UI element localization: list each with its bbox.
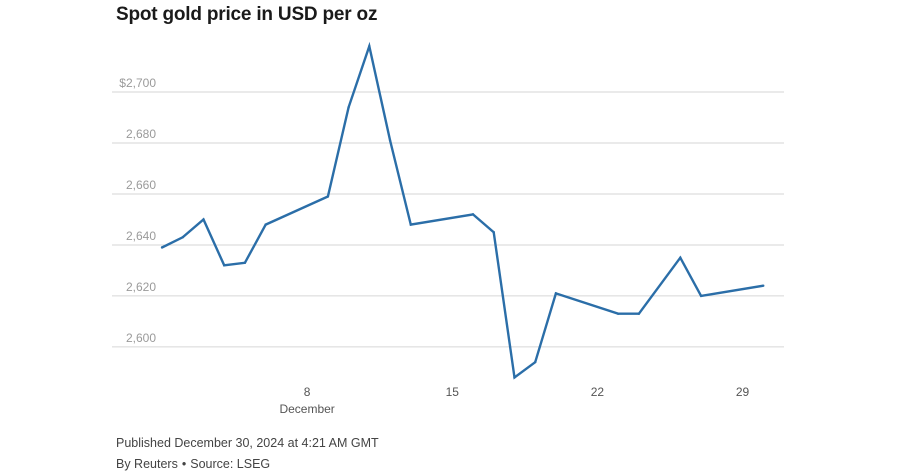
data-point bbox=[181, 236, 184, 239]
x-tick-label: 22 bbox=[591, 385, 605, 399]
byline: By Reuters • Source: LSEG bbox=[116, 457, 270, 471]
data-point bbox=[347, 106, 350, 109]
y-tick-label: 2,640 bbox=[126, 229, 156, 243]
data-point bbox=[264, 223, 267, 226]
y-tick-label: 2,680 bbox=[126, 127, 156, 141]
data-point bbox=[679, 256, 682, 259]
x-axis-ticks: 8 15 22 29 December bbox=[279, 385, 749, 416]
data-point bbox=[243, 261, 247, 264]
gridlines bbox=[112, 91, 784, 348]
data-point bbox=[534, 360, 537, 364]
data-point bbox=[368, 44, 371, 48]
data-point bbox=[471, 213, 475, 216]
x-axis-month-label: December bbox=[279, 402, 334, 416]
y-tick-label: 2,600 bbox=[126, 331, 156, 345]
byline-author: By Reuters bbox=[116, 457, 178, 471]
y-axis-ticks: 2,600 2,620 2,640 2,660 2,680 $2,700 bbox=[119, 76, 156, 345]
series-layer bbox=[160, 41, 765, 380]
y-tick-label: 2,620 bbox=[126, 280, 156, 294]
data-point bbox=[326, 195, 330, 198]
data-point bbox=[492, 231, 495, 234]
x-tick-label: 15 bbox=[446, 385, 460, 399]
byline-source: Source: LSEG bbox=[190, 457, 271, 471]
x-tick-label: 8 bbox=[304, 385, 311, 399]
data-point bbox=[202, 218, 205, 221]
data-point bbox=[637, 312, 641, 315]
data-point bbox=[513, 376, 516, 379]
data-point bbox=[616, 312, 620, 315]
chart-title: Spot gold price in USD per oz bbox=[116, 4, 378, 25]
byline-separator: • bbox=[181, 457, 187, 471]
x-tick-label: 29 bbox=[736, 385, 750, 399]
line-chart: 2,600 2,620 2,640 2,660 2,680 $2,700 8 15 22 29 D… bbox=[112, 41, 784, 416]
data-point bbox=[554, 292, 558, 295]
published-date: Published December 30, 2024 at 4:21 AM G… bbox=[116, 436, 379, 450]
data-point bbox=[409, 223, 412, 226]
y-tick-label: 2,660 bbox=[126, 178, 156, 192]
data-point bbox=[160, 246, 164, 249]
data-point bbox=[699, 294, 703, 298]
data-point bbox=[388, 139, 392, 142]
data-point bbox=[762, 284, 765, 287]
data-point bbox=[223, 264, 226, 267]
y-tick-label: $2,700 bbox=[119, 76, 156, 90]
series-line bbox=[161, 41, 764, 380]
